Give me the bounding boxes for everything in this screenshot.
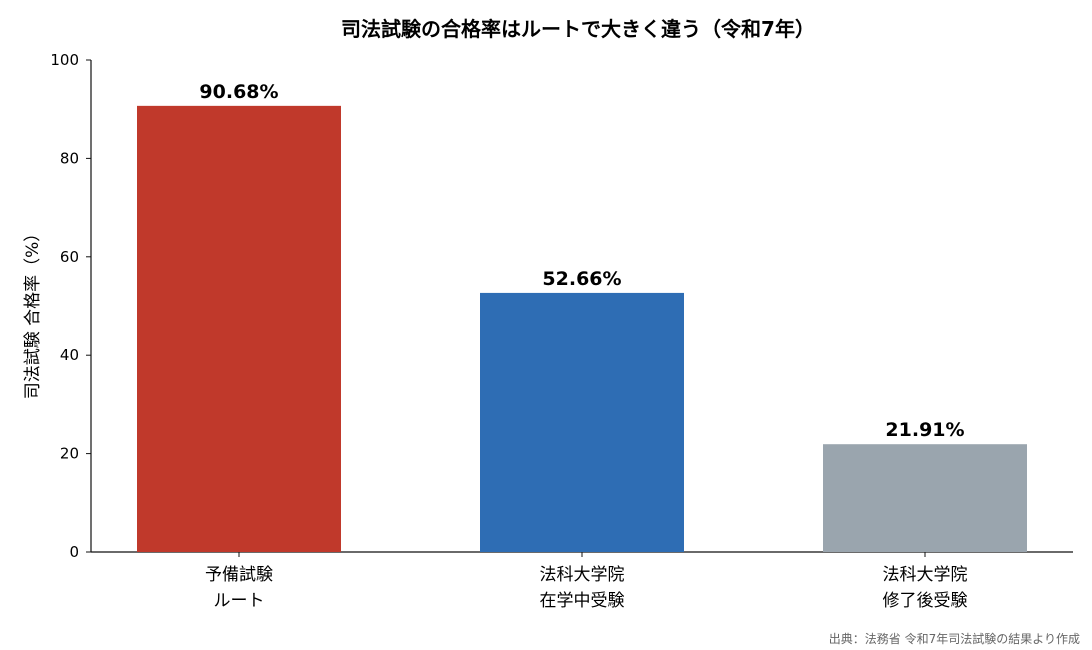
y-tick-label: 60 — [60, 248, 79, 266]
y-axis-label: 司法試験 合格率（%） — [23, 225, 43, 400]
source-note: 出典：法務省 令和7年司法試験の結果より作成 — [829, 631, 1080, 646]
x-tick-label: 在学中受験 — [540, 591, 625, 611]
y-tick-label: 20 — [60, 445, 79, 463]
bar — [823, 444, 1027, 552]
y-tick-label: 100 — [50, 51, 79, 69]
y-tick-label: 80 — [60, 149, 79, 167]
bar — [480, 292, 684, 552]
x-tick-label: 予備試験 — [205, 565, 273, 585]
data-label: 21.91% — [885, 419, 964, 441]
x-tick-label: 修了後受験 — [883, 591, 968, 611]
x-tick-label: 法科大学院 — [883, 565, 968, 585]
y-tick-label: 40 — [60, 346, 79, 364]
data-label: 52.66% — [542, 268, 621, 290]
bar — [137, 105, 341, 552]
data-label: 90.68% — [199, 81, 278, 103]
chart-title: 司法試験の合格率はルートで大きく違う（令和7年） — [341, 17, 815, 41]
y-tick-label: 0 — [69, 543, 79, 561]
x-tick-label: ルート — [214, 591, 265, 611]
x-tick-label: 法科大学院 — [540, 565, 625, 585]
